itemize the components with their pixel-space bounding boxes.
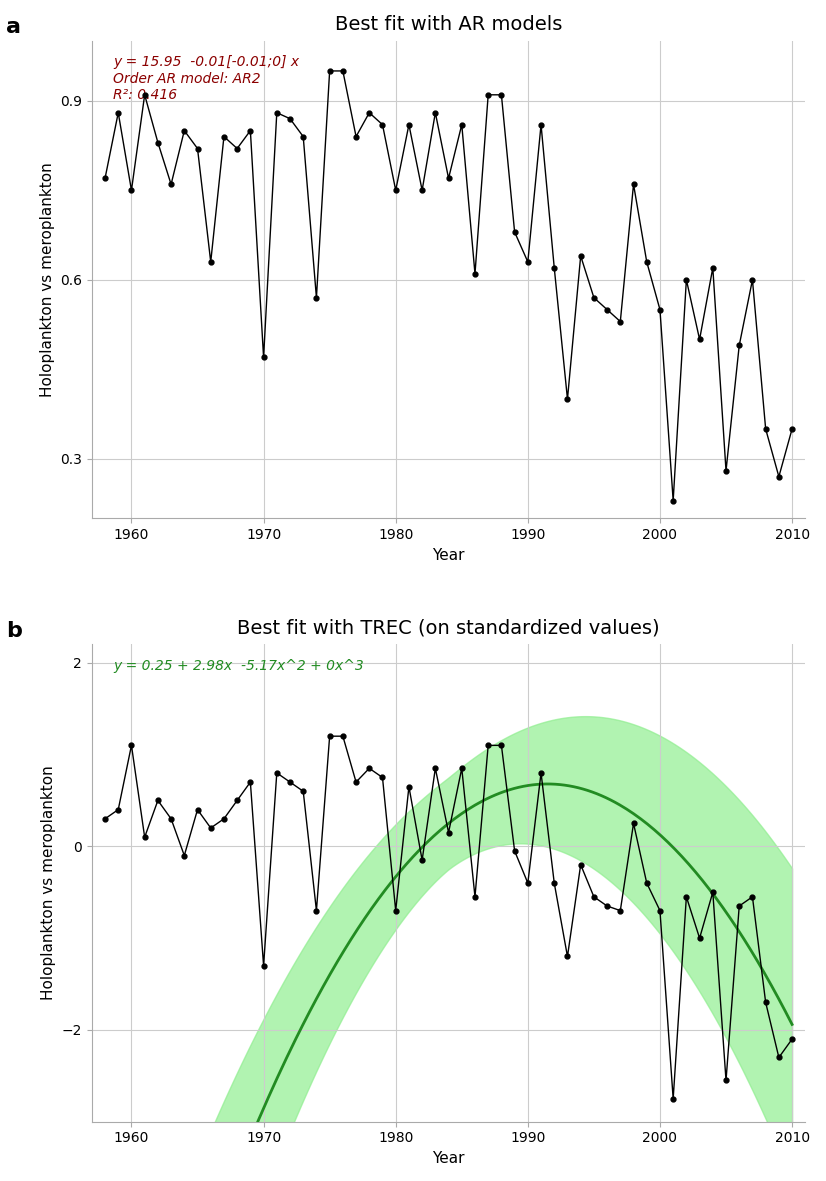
X-axis label: Year: Year — [432, 1151, 465, 1166]
Text: y = 15.95  -0.01[-0.01;0] x
Order AR model: AR2
R²: 0.416: y = 15.95 -0.01[-0.01;0] x Order AR mode… — [113, 56, 299, 102]
Y-axis label: Holoplankton vs meroplankton: Holoplankton vs meroplankton — [41, 765, 56, 1000]
Text: a: a — [7, 18, 21, 38]
X-axis label: Year: Year — [432, 548, 465, 562]
Text: b: b — [7, 620, 22, 640]
Text: y = 0.25 + 2.98x  -5.17x^2 + 0x^3: y = 0.25 + 2.98x -5.17x^2 + 0x^3 — [113, 659, 364, 673]
Y-axis label: Holoplankton vs meroplankton: Holoplankton vs meroplankton — [40, 163, 55, 397]
Title: Best fit with AR models: Best fit with AR models — [335, 15, 563, 34]
Title: Best fit with TREC (on standardized values): Best fit with TREC (on standardized valu… — [237, 619, 660, 638]
